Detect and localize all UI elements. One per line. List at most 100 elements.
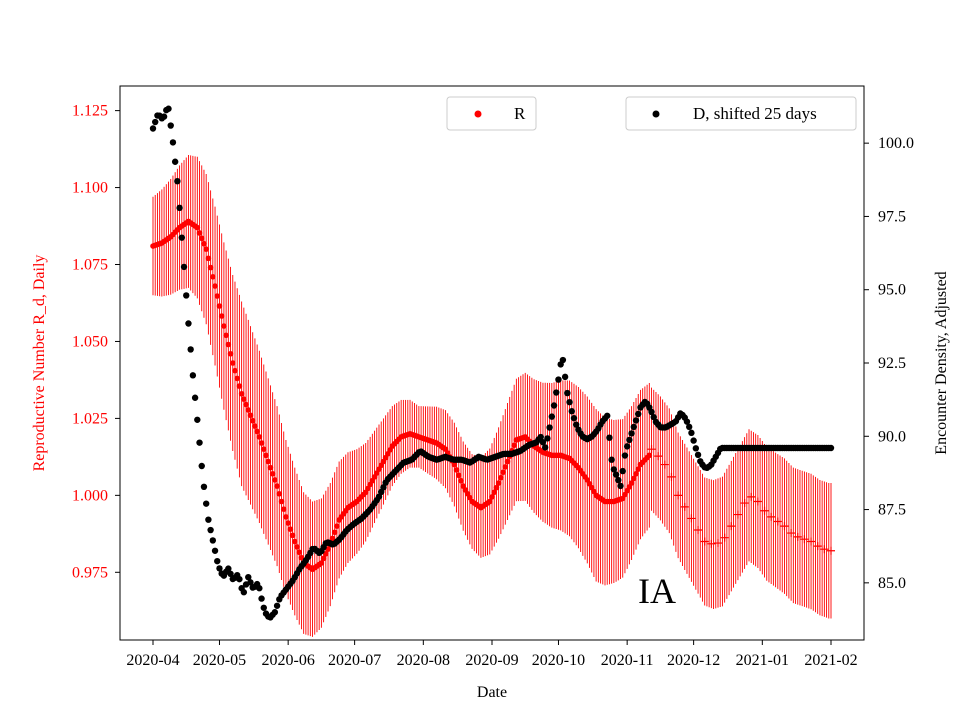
r-point [331, 529, 338, 536]
r-point [276, 491, 283, 497]
r-point [289, 532, 296, 539]
r-plus-point [680, 502, 689, 511]
legend-r: R [446, 96, 537, 131]
r-point [198, 235, 205, 242]
r-plus-point [780, 522, 789, 531]
d-point [167, 122, 174, 129]
r-point [214, 293, 221, 299]
r-plus-point [720, 533, 729, 542]
r-point [493, 484, 500, 491]
d-point [694, 451, 702, 459]
d-point [539, 439, 547, 446]
d-point [608, 456, 615, 463]
d-point [258, 595, 265, 602]
left-y-tick-label: 1.000 [72, 487, 108, 504]
d-point [194, 416, 201, 423]
d-point [207, 526, 214, 534]
d-point [216, 565, 223, 572]
r-point [247, 412, 254, 419]
d-point [271, 609, 279, 616]
x-tick-label: 2020-06 [261, 652, 314, 669]
r-plus-point [787, 529, 796, 538]
d-point [630, 423, 638, 431]
r-point [196, 230, 203, 236]
r-point [241, 396, 247, 402]
x-tick-label: 2020-05 [193, 652, 246, 669]
r-point [232, 367, 238, 374]
r-plus-point [753, 497, 762, 506]
d-point [247, 579, 254, 586]
d-point [619, 467, 626, 475]
d-point [149, 125, 157, 132]
r-point [225, 341, 232, 348]
d-point [827, 444, 835, 452]
d-point [692, 445, 700, 452]
r-plus-point [660, 460, 669, 469]
left-y-tick-label: 1.050 [72, 333, 108, 350]
r-point [210, 274, 216, 280]
d-point [683, 418, 691, 425]
left-y-tick-label: 1.075 [72, 257, 108, 274]
r-point [294, 544, 300, 550]
d-point [245, 573, 252, 581]
r-point [216, 303, 223, 309]
r-point [453, 467, 460, 473]
r-point [207, 264, 214, 271]
left-y-axis-label: Reproductive Number R_d, Daily [31, 255, 48, 472]
r-point [320, 555, 327, 562]
right-y-axis-label: Encounter Density, Adjusted [933, 271, 950, 454]
r-point [511, 442, 517, 449]
r-plus-point [747, 492, 756, 501]
r-plus-point [800, 535, 809, 544]
r-plus-point [654, 452, 663, 461]
r-point [458, 477, 464, 484]
r-point [260, 446, 267, 452]
left-y-tick-label: 1.125 [72, 103, 108, 120]
r-plus-point [773, 517, 782, 526]
d-point [169, 139, 177, 146]
x-tick-label: 2020-04 [126, 652, 179, 669]
d-point [171, 158, 179, 165]
d-point [273, 602, 281, 609]
d-point [621, 452, 629, 459]
left-y-tick-label: 1.100 [72, 180, 108, 197]
right-y-tick-label: 97.5 [878, 208, 906, 225]
r-point [267, 464, 274, 471]
x-tick-label: 2020-09 [465, 652, 518, 669]
r-point [278, 498, 285, 505]
r-point [234, 375, 240, 382]
d-point [202, 500, 210, 507]
d-point [227, 570, 234, 578]
r-point [274, 483, 280, 489]
r-series [150, 218, 835, 573]
r-point [498, 474, 504, 481]
r-point [296, 549, 303, 556]
r-plus-point [674, 491, 683, 500]
r-point [323, 551, 329, 557]
d-point [570, 414, 578, 422]
r-point [227, 350, 234, 357]
d-point [191, 394, 199, 401]
r-point [269, 471, 276, 477]
d-point [209, 537, 217, 544]
d-point [176, 204, 183, 212]
state-annotation: IA [638, 571, 676, 611]
d-point [240, 589, 248, 596]
x-axis: 2020-04 2020-05 2020-06 2020-07 2020-08 2020-… [126, 640, 858, 669]
d-point [541, 444, 549, 451]
r-point [631, 475, 637, 482]
d-point [572, 421, 580, 428]
right-y-tick-label: 92.5 [878, 355, 906, 372]
d-point [555, 376, 562, 383]
d-series [149, 105, 835, 621]
legend-d-box [625, 96, 857, 131]
d-point [200, 483, 208, 491]
d-point [214, 557, 221, 565]
left-y-axis: 0.975 1.000 1.025 1.050 1.075 1.100 1.125 [72, 103, 120, 581]
r-point [628, 480, 635, 486]
legend-r-marker [474, 110, 482, 118]
r-point [254, 428, 260, 435]
r-point [223, 332, 229, 339]
right-y-tick-label: 87.5 [878, 502, 906, 519]
d-point [546, 424, 553, 431]
